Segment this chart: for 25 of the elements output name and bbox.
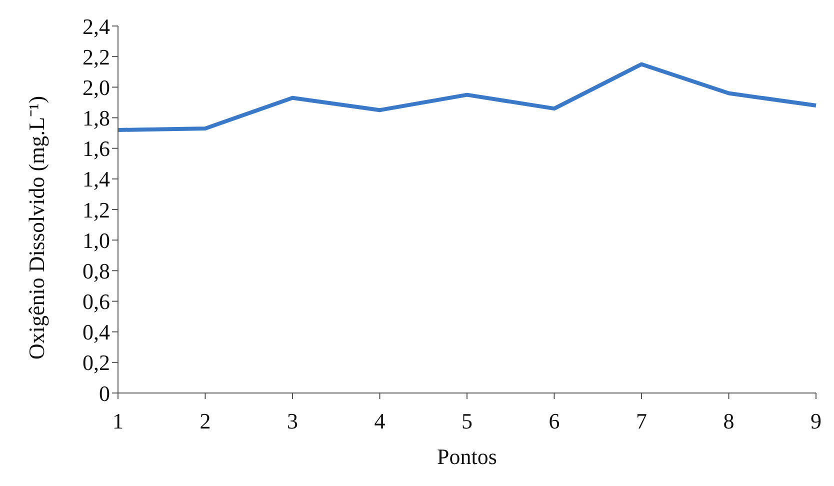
y-tick-label: 0 (99, 380, 110, 406)
x-tick-label: 9 (810, 408, 822, 434)
y-tick-label: 1,8 (82, 106, 110, 131)
x-tick-label: 3 (287, 408, 298, 434)
y-tick-label: 2,4 (82, 14, 110, 39)
x-tick-label: 1 (112, 408, 124, 434)
y-tick-label: 0,2 (82, 350, 110, 376)
x-tick-label: 4 (374, 408, 386, 434)
x-tick-label: 7 (636, 408, 647, 434)
y-tick-label: 0,6 (82, 289, 110, 314)
y-axis-title: Oxigênio Dissolvido (mg.L⁻¹) (24, 96, 49, 360)
y-tick-label: 1,4 (82, 166, 110, 192)
x-tick-label: 8 (723, 408, 734, 434)
x-axis-title: Pontos (437, 444, 497, 469)
y-tick-label: 0,8 (82, 258, 110, 284)
x-tick-label: 5 (462, 408, 472, 434)
y-tick-label: 1,0 (82, 228, 110, 253)
x-tick-label: 6 (548, 408, 560, 434)
line-series (116, 62, 818, 132)
y-tick-label: 2,0 (82, 74, 110, 100)
y-tick-label: 0,4 (82, 320, 110, 345)
y-tick-label: 2,2 (82, 44, 110, 70)
y-tick-label: 1,2 (82, 197, 110, 222)
y-tick-label: 1,6 (82, 136, 110, 162)
x-tick-label: 2 (200, 408, 211, 434)
